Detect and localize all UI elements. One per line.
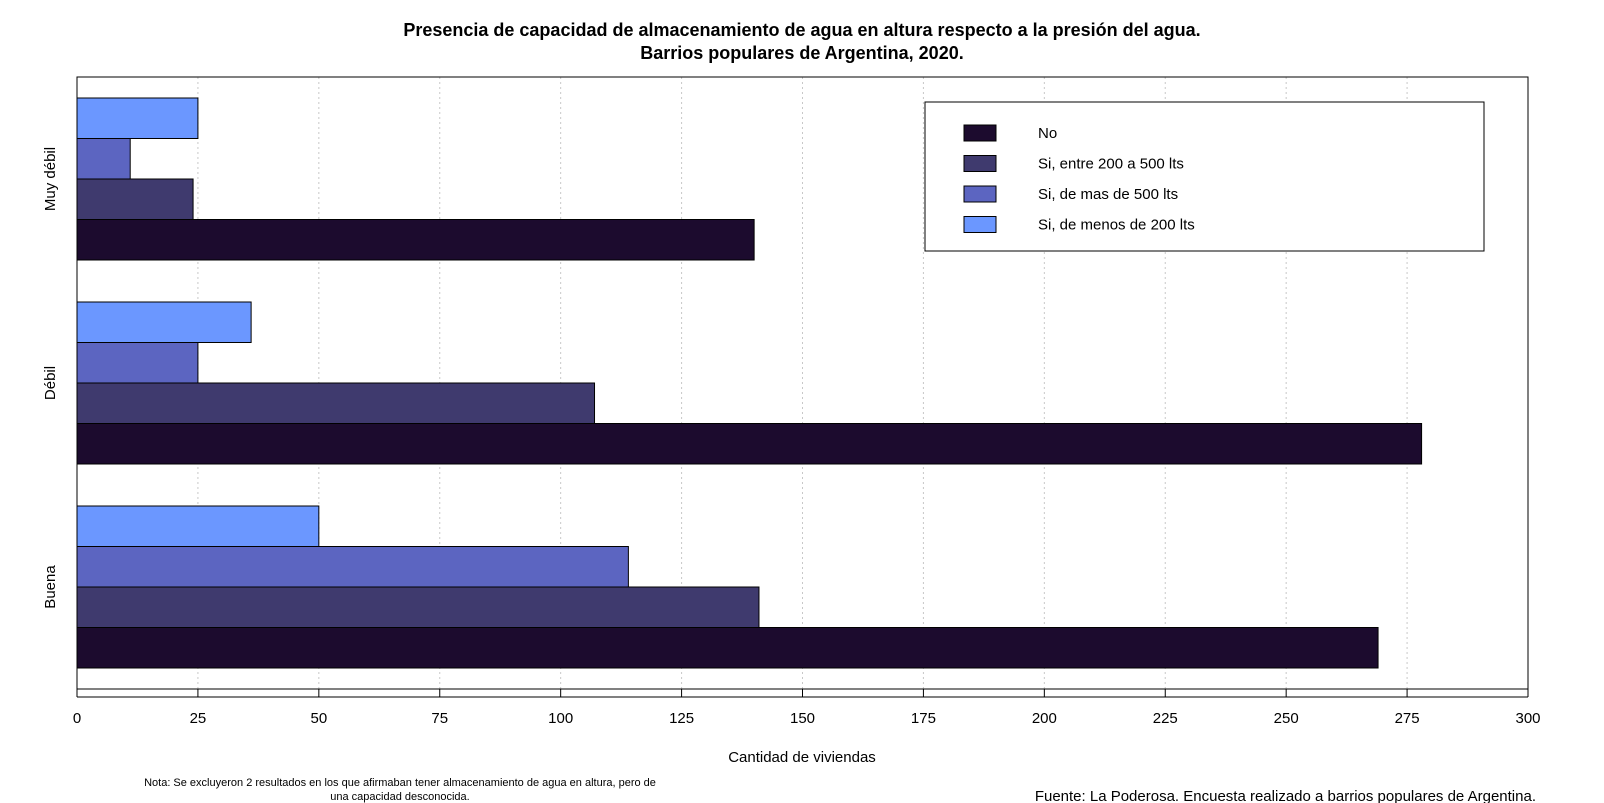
x-tick-label: 0 bbox=[73, 710, 81, 727]
x-tick-label: 225 bbox=[1153, 710, 1178, 727]
bar bbox=[76, 627, 1379, 669]
y-category-label: Débil bbox=[42, 366, 59, 400]
x-tick-label: 200 bbox=[1032, 710, 1057, 727]
x-tick-label: 150 bbox=[790, 710, 815, 727]
bar bbox=[76, 546, 629, 588]
x-tick-label: 275 bbox=[1395, 710, 1420, 727]
x-tick-label: 300 bbox=[1515, 710, 1540, 727]
legend-label: Si, de menos de 200 lts bbox=[1038, 217, 1195, 234]
footnote-line-1: Nota: Se excluyeron 2 resultados en los … bbox=[144, 777, 656, 789]
bar bbox=[76, 178, 194, 220]
y-category-label: Muy débil bbox=[42, 147, 59, 211]
legend-box bbox=[924, 101, 1485, 252]
legend-swatch bbox=[963, 155, 997, 172]
source-caption: Fuente: La Poderosa. Encuesta realizado … bbox=[1035, 788, 1536, 803]
bar bbox=[76, 97, 199, 139]
bars bbox=[76, 97, 1423, 669]
bar bbox=[76, 505, 320, 547]
bar bbox=[76, 219, 755, 261]
bar bbox=[76, 586, 760, 628]
x-axis-label: Cantidad de viviendas bbox=[728, 749, 876, 766]
legend: No Si, entre 200 a 500 lts Si, de mas de 5… bbox=[924, 101, 1485, 252]
bar bbox=[76, 382, 596, 424]
bar bbox=[76, 342, 199, 384]
legend-label: No bbox=[1038, 125, 1057, 142]
legend-swatch bbox=[963, 124, 997, 142]
bar bbox=[76, 301, 252, 343]
legend-swatch bbox=[963, 216, 997, 233]
bar bbox=[76, 138, 131, 180]
y-axis-categories: Buena Débil Muy débil bbox=[42, 147, 59, 609]
chart-title-line-1: Presencia de capacidad de almacenamiento… bbox=[403, 20, 1200, 40]
x-tick-label: 50 bbox=[310, 710, 327, 727]
legend-label: Si, entre 200 a 500 lts bbox=[1038, 156, 1184, 173]
legend-label: Si, de mas de 500 lts bbox=[1038, 186, 1178, 203]
chart-title-line-2: Barrios populares de Argentina, 2020. bbox=[640, 43, 963, 63]
footnote-line-2: una capacidad desconocida. bbox=[330, 791, 469, 803]
x-axis: 0 25 50 75 100 125 150 175 200 225 250 275 300 bbox=[73, 689, 1541, 727]
legend-swatch bbox=[963, 185, 997, 203]
x-tick-label: 25 bbox=[190, 710, 207, 727]
x-tick-label: 175 bbox=[911, 710, 936, 727]
y-category-label: Buena bbox=[42, 565, 59, 609]
bar bbox=[76, 423, 1423, 465]
x-tick-label: 125 bbox=[669, 710, 694, 727]
x-tick-label: 100 bbox=[548, 710, 573, 727]
x-tick-label: 250 bbox=[1274, 710, 1299, 727]
x-tick-label: 75 bbox=[431, 710, 448, 727]
